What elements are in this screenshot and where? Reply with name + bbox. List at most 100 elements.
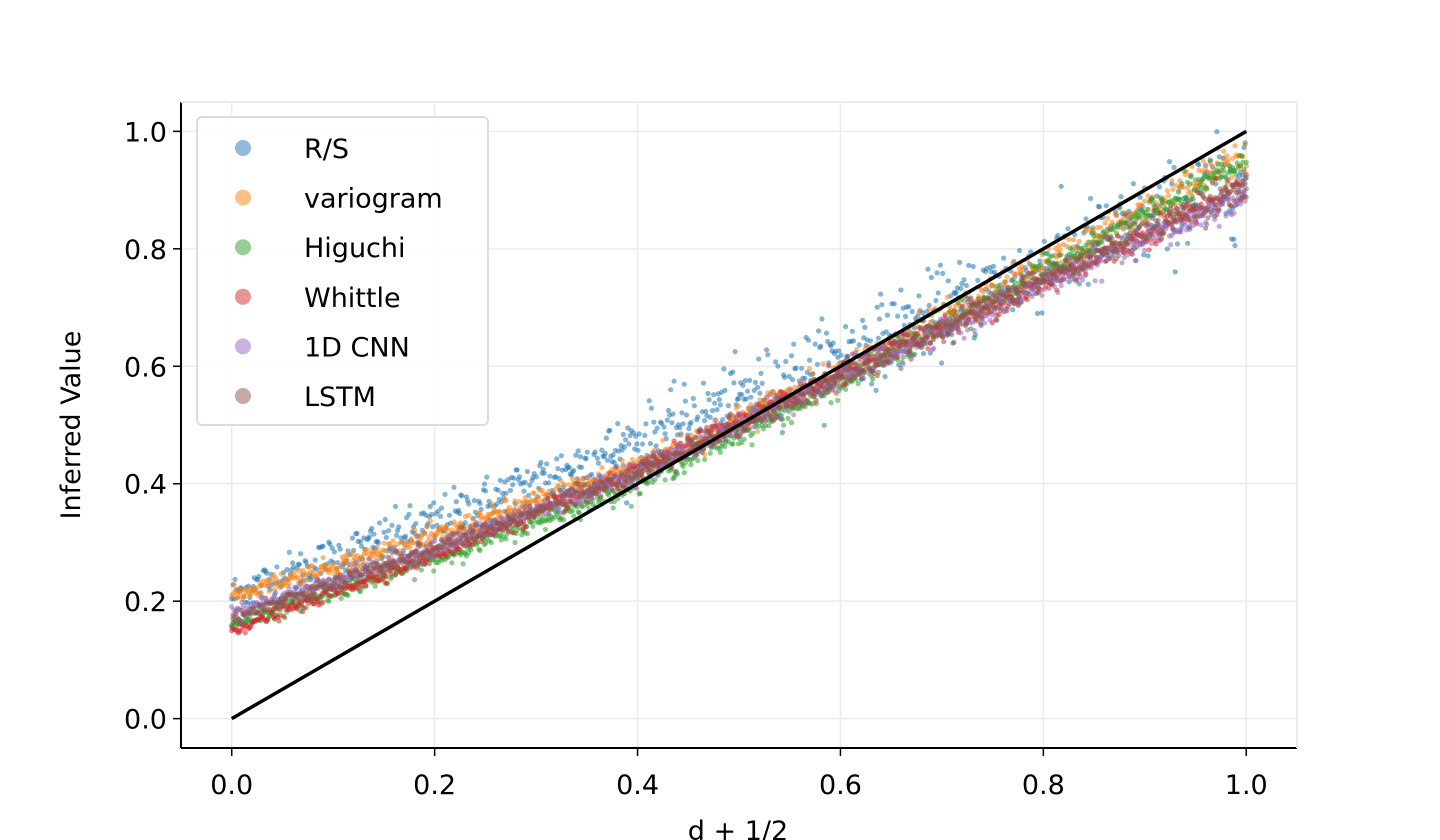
data-point [374, 545, 380, 551]
data-point [531, 514, 537, 521]
data-point [229, 624, 235, 630]
data-point [1001, 255, 1007, 261]
data-point [238, 619, 244, 625]
data-point [1242, 198, 1248, 204]
data-point [452, 547, 458, 553]
data-point [580, 504, 586, 510]
data-point [737, 411, 743, 417]
data-point [375, 540, 381, 546]
data-point [303, 588, 309, 594]
data-point [1212, 216, 1218, 222]
data-point [748, 394, 754, 400]
data-point [322, 562, 328, 568]
data-point [366, 556, 372, 562]
data-point [1225, 158, 1231, 164]
data-point [424, 524, 430, 530]
data-point [470, 516, 476, 522]
data-point [459, 524, 465, 530]
data-point [527, 503, 533, 509]
data-point [369, 569, 375, 575]
data-point [1076, 281, 1082, 287]
data-point [1148, 241, 1155, 247]
data-point [286, 549, 292, 555]
data-point [571, 467, 577, 474]
data-point [607, 470, 613, 476]
data-point [1092, 278, 1098, 284]
data-point [946, 309, 953, 315]
data-point [389, 544, 395, 550]
data-point [422, 530, 428, 536]
data-point [806, 366, 813, 372]
data-point [1242, 140, 1248, 146]
data-point [944, 294, 950, 300]
data-point [569, 508, 576, 514]
data-point [819, 316, 825, 322]
data-point [488, 501, 494, 507]
data-point [431, 568, 437, 574]
data-point [620, 462, 626, 468]
data-point [577, 454, 584, 460]
data-point [693, 434, 699, 440]
data-point [364, 547, 370, 553]
data-point [1169, 177, 1175, 184]
data-point [1066, 236, 1072, 243]
data-point [242, 630, 248, 636]
data-point [752, 379, 759, 385]
data-point [1038, 267, 1044, 273]
data-point [1230, 195, 1236, 201]
data-point [1168, 242, 1174, 248]
data-point [712, 400, 718, 406]
data-point [739, 392, 745, 398]
data-point [354, 530, 360, 537]
data-point [379, 554, 385, 560]
data-point [1138, 202, 1144, 208]
data-point [1220, 155, 1226, 161]
data-point [1041, 238, 1047, 244]
data-point [705, 390, 711, 397]
data-point [665, 407, 672, 414]
data-point [527, 482, 533, 488]
data-point [1180, 184, 1186, 190]
data-point [358, 543, 365, 549]
data-point [926, 306, 932, 312]
data-point [326, 576, 332, 583]
data-point [610, 488, 616, 494]
data-point [398, 570, 404, 576]
data-point [629, 456, 636, 462]
data-point [577, 500, 584, 506]
data-point [717, 402, 724, 408]
data-point [1137, 213, 1143, 219]
data-point [426, 560, 432, 567]
data-point [722, 443, 728, 449]
data-point [390, 538, 396, 544]
data-point [536, 494, 542, 500]
data-point [759, 380, 765, 386]
data-point [481, 481, 488, 487]
data-point [854, 346, 860, 352]
data-point [404, 567, 410, 574]
data-point [311, 591, 317, 597]
data-point [610, 452, 616, 458]
data-point [678, 432, 684, 438]
data-point [882, 374, 888, 380]
data-point [782, 374, 788, 380]
data-point [463, 494, 470, 500]
data-point [349, 535, 356, 541]
data-point [843, 324, 849, 330]
data-point [1067, 245, 1073, 251]
data-point [427, 503, 433, 509]
data-point [1243, 171, 1249, 178]
data-point [963, 282, 970, 289]
data-point [443, 553, 449, 559]
data-point [1221, 168, 1227, 174]
data-point [621, 444, 628, 450]
data-point [828, 400, 834, 406]
data-point [320, 554, 326, 561]
data-point [554, 456, 560, 462]
data-point [939, 360, 945, 366]
data-point [619, 471, 625, 477]
data-point [713, 417, 719, 423]
data-point [396, 565, 402, 571]
data-point [680, 421, 686, 427]
data-point [758, 370, 764, 376]
